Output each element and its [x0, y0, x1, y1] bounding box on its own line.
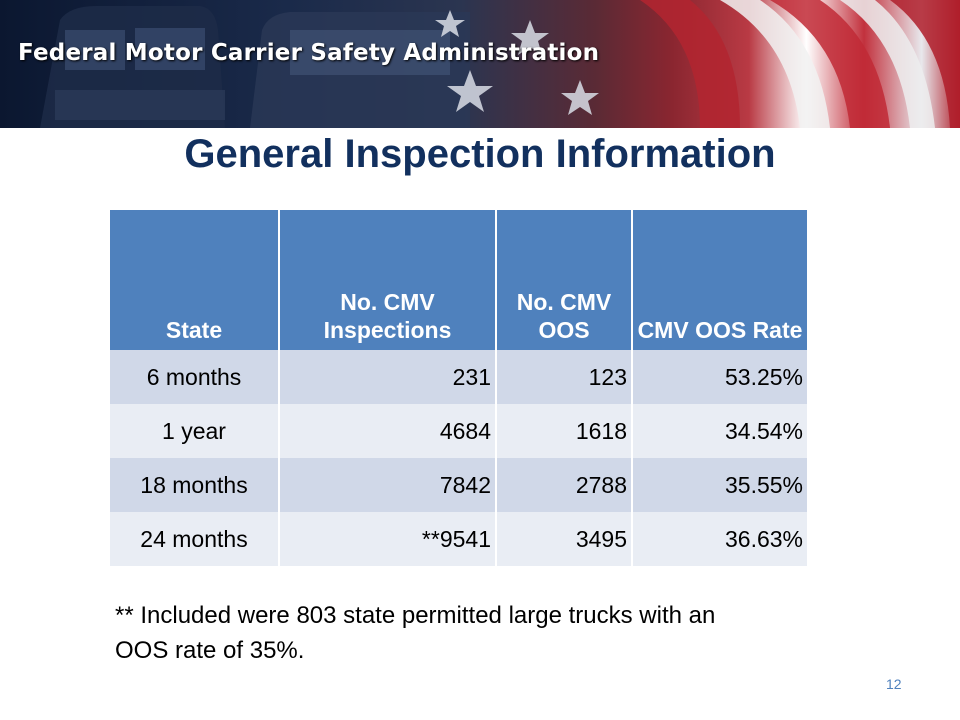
page-title: General Inspection Information	[184, 132, 776, 176]
header-oos-rate: CMV OOS Rate	[632, 210, 807, 350]
oos-cell: 123	[496, 350, 633, 404]
header-inspections: No. CMV Inspections	[279, 210, 497, 350]
table-row: 6 months 231 123 53.25%	[110, 350, 807, 404]
header-banner: Federal Motor Carrier Safety Administrat…	[0, 0, 960, 128]
header-oos: No. CMV OOS	[496, 210, 633, 350]
state-cell: 24 months	[110, 512, 280, 566]
page-number: 12	[886, 676, 902, 692]
table-header-row: State No. CMV Inspections No. CMV OOS CM…	[110, 210, 807, 350]
table-row: 1 year 4684 1618 34.54%	[110, 404, 807, 458]
oos-cell: 1618	[496, 404, 633, 458]
state-cell: 6 months	[110, 350, 280, 404]
inspection-table: State No. CMV Inspections No. CMV OOS CM…	[110, 210, 807, 566]
truck-flag-graphic	[40, 0, 960, 128]
oos-cell: 3495	[496, 512, 633, 566]
table-row: 24 months **9541 3495 36.63%	[110, 512, 807, 566]
oos-rate-cell: 36.63%	[632, 512, 807, 566]
inspections-cell: 231	[279, 350, 497, 404]
footnote: ** Included were 803 state permitted lar…	[115, 602, 716, 664]
state-cell: 18 months	[110, 458, 280, 512]
header-state: State	[110, 210, 280, 350]
inspections-cell: 7842	[279, 458, 497, 512]
oos-rate-cell: 34.54%	[632, 404, 807, 458]
state-cell: 1 year	[110, 404, 280, 458]
oos-rate-cell: 35.55%	[632, 458, 807, 512]
table-row: 18 months 7842 2788 35.55%	[110, 458, 807, 512]
inspections-cell: 4684	[279, 404, 497, 458]
inspections-cell: **9541	[279, 512, 497, 566]
agency-name: Federal Motor Carrier Safety Administrat…	[18, 40, 600, 66]
oos-rate-cell: 53.25%	[632, 350, 807, 404]
oos-cell: 2788	[496, 458, 633, 512]
